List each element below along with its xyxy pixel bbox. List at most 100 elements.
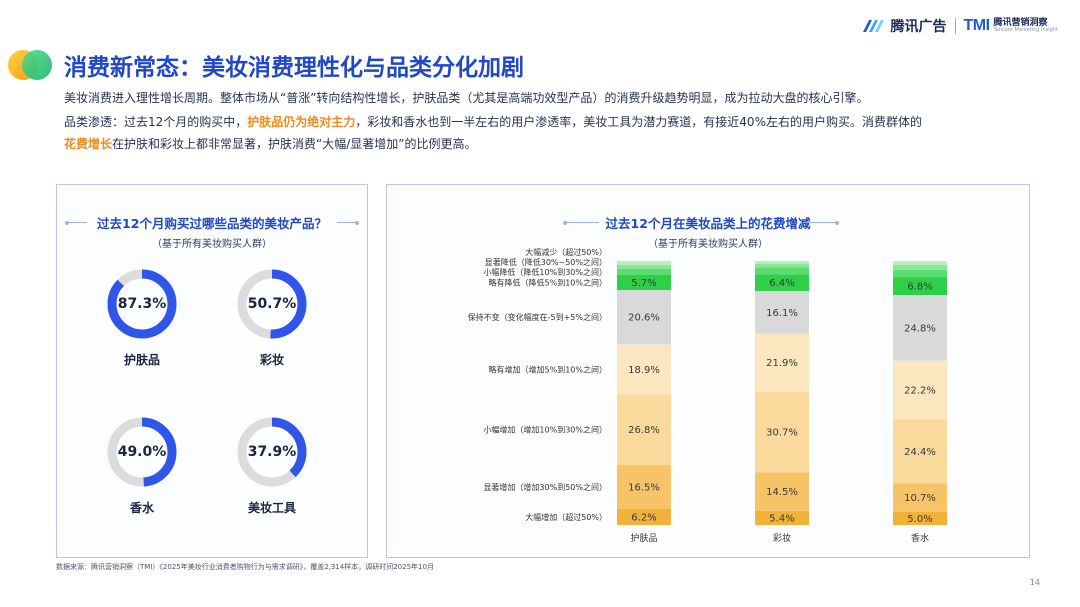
right-panel-subtitle: （基于所有美妆购买人群） — [648, 239, 768, 250]
x-category-label: 香水 — [911, 532, 929, 544]
segment-value-label: 26.8% — [628, 425, 660, 436]
series-label: 小幅增加（增加10%到30%之间） — [483, 425, 607, 435]
left-title-rule-right — [337, 220, 359, 225]
donut-arc-1 — [237, 269, 307, 339]
category-penetration-panel: 过去12个月购买过哪些品类的美妆产品？ （基于所有美妆购买人群） 87.3% 护肤… — [56, 184, 368, 558]
penetration-highlight: 护肤品仍为绝对主力 — [247, 115, 356, 129]
spending-text: 在护肤和彩妆上都非常显著，护肤消费“大幅/显著增加”的比例更高。 — [112, 137, 477, 151]
tencent-ads-logo: 腾讯广告 — [861, 16, 947, 36]
right-title-rule-left — [563, 220, 599, 225]
stack-segment — [755, 510, 809, 525]
tmi-logo-cn: 腾讯营销洞察 — [993, 18, 1048, 28]
stack-segment — [755, 472, 809, 511]
segment-value-label: 5.7% — [631, 278, 656, 289]
stack-segment — [617, 261, 671, 265]
header-logos: 腾讯广告 TMI 腾讯营销洞察 Tencent Marketing Insigh… — [861, 16, 1059, 36]
series-label: 小幅降低（降低10%到30%之间） — [483, 267, 607, 277]
stack-segment — [893, 295, 947, 361]
intro-paragraph: 美妆消费进入理性增长周期。整体市场从“普涨”转向结构性增长，护肤品类（尤其是高端… — [64, 91, 869, 105]
spending-change-panel: 过去12个月在美妆品类上的花费增减 （基于所有美妆购买人群） 6.2% 16.5%… — [386, 184, 1030, 558]
segment-value-label: 5.0% — [907, 514, 932, 525]
series-label: 大幅减少（超过50%） — [525, 247, 607, 257]
series-label: 略有降低（降低5%到10%之间） — [489, 278, 607, 288]
right-title-rule-right — [803, 220, 839, 225]
segment-value-label: 6.4% — [769, 278, 794, 289]
penetration-text-b: ，彩妆和香水也到一半左右的用户渗透率，美妆工具为潜力赛道，有接近40%左右的用户… — [355, 115, 922, 129]
donut-arc-0 — [107, 269, 177, 339]
series-label: 显著降低（降低30%~50%之间） — [485, 257, 607, 267]
title-decoration-icon — [8, 48, 54, 82]
stack-segment — [755, 291, 809, 334]
x-category-label: 彩妆 — [773, 532, 791, 544]
penetration-paragraph: 品类渗透：过去12个月的购买中，护肤品仍为绝对主力，彩妆和香水也到一半左右的用户… — [64, 112, 922, 132]
page-number: 14 — [1029, 578, 1040, 587]
spending-paragraph: 花费增长在护肤和彩妆上都非常显著，护肤消费“大幅/显著增加”的比例更高。 — [64, 134, 477, 154]
stacked-bar-chart: 6.2% 16.5% 26.8% 18.9% 20.6% 5.7% 护肤品 5.4% 14.5%… — [468, 247, 947, 544]
series-label: 略有增加（增加5%到10%之间） — [489, 364, 607, 374]
tmi-logo-en: Tencent Marketing Insight — [993, 27, 1058, 33]
segment-value-label: 24.8% — [904, 323, 936, 334]
source-note: 数据来源：腾讯营销洞察（TMI）《2025年美妆行业消费者购物行为与需求调研》，… — [56, 563, 434, 571]
segment-value-label: 22.2% — [904, 385, 936, 396]
segment-value-label: 10.7% — [904, 493, 936, 504]
donut-value-label: 50.7% — [247, 296, 297, 312]
tencent-ads-logo-text: 腾讯广告 — [890, 19, 947, 35]
donut-1: 50.7% — [237, 269, 307, 339]
tencent-ads-logo-icon — [862, 20, 884, 32]
spending-highlight: 花费增长 — [64, 137, 113, 151]
donut-value-label: 37.9% — [247, 444, 297, 460]
stack-segment — [617, 274, 671, 291]
title-row: 消费新常态：美妆消费理性化与品类分化加剧 — [8, 48, 524, 82]
segment-value-label: 16.5% — [628, 482, 660, 493]
stack-segment — [893, 511, 947, 525]
stack-segment — [893, 483, 947, 512]
stack-segment — [617, 264, 671, 269]
segment-value-label: 24.4% — [904, 447, 936, 458]
stack-segment — [893, 264, 947, 270]
stack-segment — [617, 465, 671, 509]
left-panel-title: 过去12个月购买过哪些品类的美妆产品？ — [97, 216, 327, 231]
series-label: 保持不变（变化幅度在-5到+5%之间） — [468, 312, 607, 322]
donut-category-label: 美妆工具 — [247, 501, 296, 515]
donut-category-label: 彩妆 — [259, 353, 284, 367]
stack-segment — [755, 274, 809, 292]
donut-arc-3 — [237, 417, 307, 487]
stack-segment — [617, 508, 671, 525]
segment-value-label: 6.8% — [907, 282, 932, 293]
stack-segment — [893, 269, 947, 278]
page-title: 消费新常态：美妆消费理性化与品类分化加剧 — [64, 55, 524, 81]
stack-segment — [755, 263, 809, 268]
donut-3: 37.9% — [237, 417, 307, 487]
segment-value-label: 18.9% — [628, 365, 660, 376]
tmi-logo: TMI 腾讯营销洞察 Tencent Marketing Insight — [964, 17, 1059, 35]
x-category-label: 护肤品 — [630, 532, 657, 544]
right-panel-title: 过去12个月在美妆品类上的花费增减 — [605, 216, 811, 231]
stack-segment — [617, 344, 671, 395]
stack-segment — [755, 333, 809, 392]
segment-value-label: 21.9% — [766, 358, 798, 369]
segment-value-label: 20.6% — [628, 313, 660, 324]
donut-value-label: 87.3% — [117, 296, 167, 312]
stack-segment — [893, 261, 947, 265]
donut-value-label: 49.0% — [117, 444, 167, 460]
logo-divider — [954, 18, 956, 34]
segment-value-label: 5.4% — [769, 513, 794, 524]
stack-segment — [617, 290, 671, 345]
stack-segment — [755, 391, 809, 473]
tmi-logo-mark: TMI — [963, 17, 991, 34]
donut-0: 87.3% — [107, 269, 177, 339]
segment-value-label: 6.2% — [631, 512, 656, 523]
left-title-rule-left — [65, 220, 87, 225]
series-label: 显著增加（增加30%到50%之间） — [483, 482, 607, 492]
donut-category-label: 香水 — [129, 501, 154, 515]
segment-value-label: 14.5% — [766, 487, 798, 498]
stack-segment — [617, 268, 671, 275]
donut-arc-2 — [107, 417, 177, 487]
stack-segment — [755, 267, 809, 275]
series-label: 大幅增加（超过50%） — [525, 512, 607, 522]
stack-segment — [617, 394, 671, 466]
stack-segment — [893, 277, 947, 296]
segment-value-label: 30.7% — [766, 427, 798, 438]
left-panel-subtitle: （基于所有美妆购买人群） — [152, 239, 272, 250]
penetration-text-a: 品类渗透：过去12个月的购买中， — [64, 115, 248, 129]
